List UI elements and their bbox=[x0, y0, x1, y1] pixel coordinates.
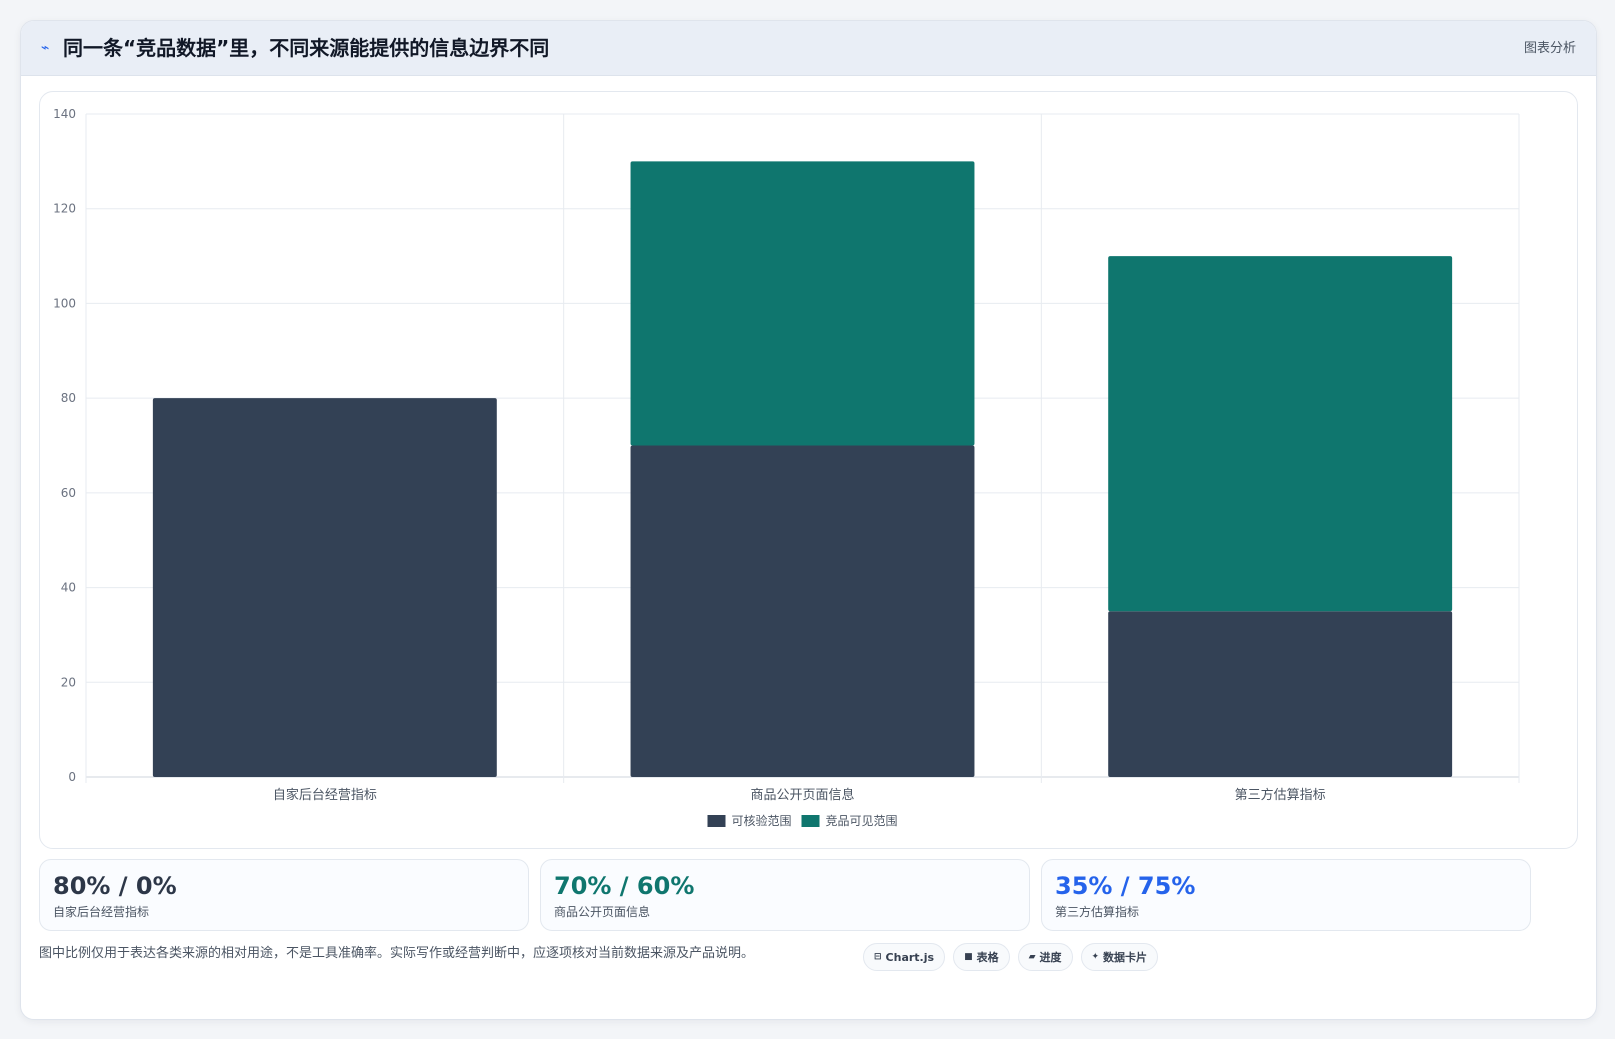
legend-swatch bbox=[707, 815, 726, 827]
stat-card: 80% / 0% 自家后台经营指标 bbox=[39, 859, 529, 931]
y-tick-label: 60 bbox=[61, 486, 76, 500]
x-tick-label: 第三方估算指标 bbox=[1235, 787, 1326, 803]
chart-panel: 0 20 40 60 80 100 120 140 自家后台经营指标 商品公开页面信息 第三方估算指… bbox=[39, 91, 1578, 849]
progress-icon: ▰ bbox=[1028, 952, 1036, 962]
stat-value: 35% / 75% bbox=[1055, 872, 1196, 900]
chip-table[interactable]: ■ 表格 bbox=[953, 943, 1010, 971]
y-tick-label: 100 bbox=[53, 296, 76, 310]
stat-card: 70% / 60% 商品公开页面信息 bbox=[540, 859, 1030, 931]
bar bbox=[1108, 256, 1453, 612]
card-header: ⌁ 同一条“竞品数据”里，不同来源能提供的信息边界不同 图表分析 bbox=[21, 21, 1596, 76]
chip-chartjs[interactable]: ⊟ Chart.js bbox=[863, 943, 946, 971]
bar bbox=[630, 445, 975, 777]
legend-label: 可核验范围 bbox=[732, 813, 792, 828]
bar bbox=[1108, 611, 1453, 777]
x-tick-label: 自家后台经营指标 bbox=[273, 787, 377, 803]
chart-title: 同一条“竞品数据”里，不同来源能提供的信息边界不同 bbox=[63, 36, 550, 60]
legend-label: 竞品可见范围 bbox=[826, 814, 898, 828]
y-tick-label: 120 bbox=[53, 202, 76, 216]
sparkle-icon: ✦ bbox=[1091, 952, 1100, 962]
chip-row: ⊟ Chart.js ■ 表格 ▰ 进度 ✦ 数据卡片 bbox=[863, 943, 1159, 971]
chip-progress[interactable]: ▰ 进度 bbox=[1017, 943, 1073, 971]
chart-card: ⌁ 同一条“竞品数据”里，不同来源能提供的信息边界不同 图表分析 0 20 40 60… bbox=[20, 20, 1597, 1020]
chip-label: Chart.js bbox=[885, 950, 935, 964]
bar-chart: 0 20 40 60 80 100 120 140 自家后台经营指标 商品公开页面信息 第三方估算指… bbox=[53, 107, 1520, 828]
stat-label: 第三方估算指标 bbox=[1055, 905, 1140, 919]
bar bbox=[630, 161, 975, 446]
legend-swatch bbox=[801, 815, 820, 827]
stat-value: 70% / 60% bbox=[554, 872, 695, 900]
stat-cards: 80% / 0% 自家后台经营指标 70% / 60% 商品公开页面信息 35%… bbox=[39, 859, 1578, 931]
y-tick-label: 20 bbox=[61, 675, 76, 689]
chip-label: 表格 bbox=[976, 951, 999, 964]
chip-data-card[interactable]: ✦ 数据卡片 bbox=[1080, 943, 1159, 971]
stat-card: 35% / 75% 第三方估算指标 bbox=[1041, 859, 1531, 931]
chart-icon: ⊟ bbox=[874, 952, 882, 962]
stat-value: 80% / 0% bbox=[53, 872, 177, 900]
x-tick-label: 商品公开页面信息 bbox=[750, 787, 854, 803]
stat-label: 自家后台经营指标 bbox=[53, 905, 150, 919]
bar bbox=[152, 398, 497, 777]
pulse-icon: ⌁ bbox=[41, 40, 50, 56]
y-tick-label: 140 bbox=[53, 107, 76, 121]
y-tick-label: 40 bbox=[61, 581, 76, 595]
table-icon: ■ bbox=[964, 952, 973, 962]
stat-label: 商品公开页面信息 bbox=[554, 905, 651, 919]
header-badge: 图表分析 bbox=[1523, 41, 1576, 56]
y-tick-label: 0 bbox=[68, 770, 76, 784]
chip-label: 进度 bbox=[1039, 951, 1062, 964]
chip-label: 数据卡片 bbox=[1103, 951, 1148, 964]
footnote: 图中比例仅用于表达各类来源的相对用途，不是工具准确率。实际写作或经营判断中，应逐… bbox=[39, 946, 755, 961]
y-tick-label: 80 bbox=[61, 391, 76, 405]
